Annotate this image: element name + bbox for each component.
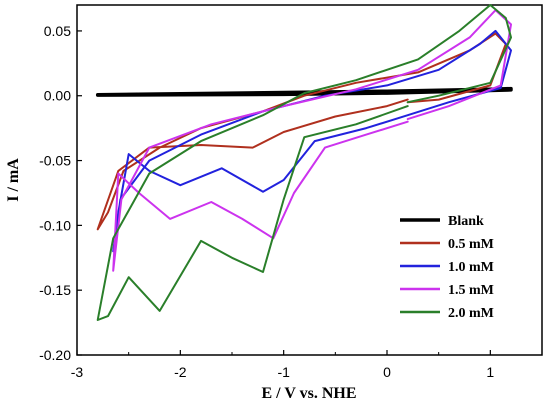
legend-label: 1.5 mM — [448, 283, 494, 298]
x-tick-label: -2 — [174, 364, 187, 380]
ticks-layer: -3 -2 -1 0 1 -0.20 -0.15 -0.10 -0.05 0.00 0.05 — [39, 23, 494, 380]
x-tick-label: -1 — [277, 364, 290, 380]
series-line-2-0-mm — [96, 4, 512, 321]
x-tick-label: -3 — [71, 364, 84, 380]
legend-label: Blank — [448, 214, 484, 229]
x-tick-label: 1 — [486, 364, 494, 380]
x-tick-label: 0 — [383, 364, 391, 380]
legend: Blank 0.5 mM 1.0 mM 1.5 mM 2.0 mM — [400, 214, 494, 321]
y-tick-label: -0.10 — [39, 217, 71, 233]
series-line-0-5-mm — [96, 32, 507, 231]
y-tick-label: -0.15 — [39, 282, 71, 298]
legend-label: 1.0 mM — [448, 260, 494, 275]
legend-label: 0.5 mM — [448, 237, 494, 252]
legend-label: 2.0 mM — [448, 306, 494, 321]
series-line-blank — [95, 86, 513, 97]
y-axis-label: I / mA — [5, 158, 22, 202]
y-tick-label: 0.00 — [44, 88, 71, 104]
x-axis-label: E / V vs. NHE — [262, 385, 357, 402]
y-tick-label: -0.05 — [39, 153, 71, 169]
series-layer — [95, 4, 513, 321]
y-tick-label: 0.05 — [44, 23, 71, 39]
y-tick-label: -0.20 — [39, 347, 71, 363]
series-line-1-0-mm — [112, 29, 512, 253]
plot-frame — [76, 4, 543, 356]
